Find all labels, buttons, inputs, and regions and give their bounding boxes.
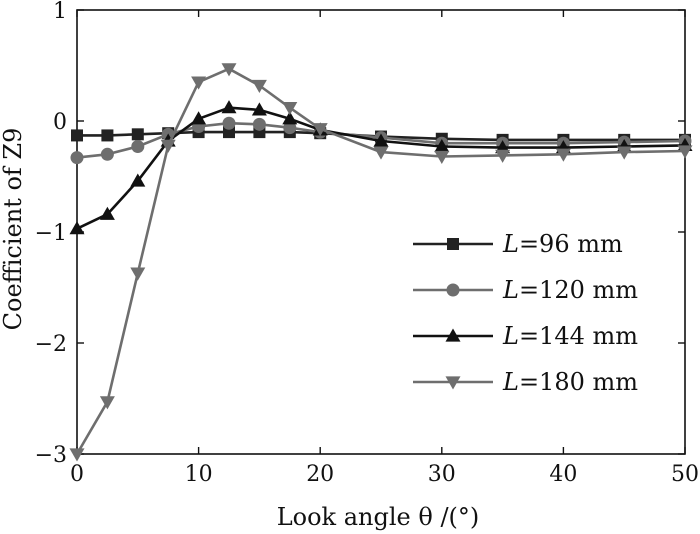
data-point [616, 146, 632, 160]
data-point [221, 100, 237, 114]
legend-marker [446, 283, 460, 297]
data-point [373, 133, 389, 147]
legend-label-rest: =120 mm [519, 276, 638, 304]
x-tick-label: 40 [549, 462, 577, 487]
legend-label: L=120 mm [502, 276, 638, 304]
y-tick-label: 1 [53, 0, 67, 24]
data-point [251, 102, 267, 116]
data-point [70, 151, 84, 165]
data-point [130, 173, 146, 187]
legend-label: L=144 mm [502, 322, 638, 350]
legend-label-italic: L [502, 368, 519, 396]
legend-label-italic: L [502, 230, 519, 258]
series-3 [69, 100, 693, 235]
data-point [130, 267, 146, 281]
data-point [434, 150, 450, 165]
x-tick-label: 50 [671, 462, 699, 487]
legend-label-rest: =180 mm [519, 368, 638, 396]
data-point [282, 102, 298, 116]
legend-label: L=180 mm [502, 368, 638, 396]
data-point [99, 396, 115, 410]
legend-entry: L=120 mm [413, 276, 638, 304]
legend-entry: L=180 mm [413, 368, 638, 396]
legend-label-rest: =96 mm [519, 230, 623, 258]
series-line [75, 67, 686, 455]
data-point [495, 149, 511, 163]
x-tick-label: 0 [70, 462, 84, 487]
data-point [223, 126, 235, 139]
legend-label-rest: =144 mm [519, 322, 638, 350]
data-point [99, 206, 115, 220]
x-tick-label: 10 [185, 462, 213, 487]
legend-label-italic: L [502, 322, 519, 350]
legend-marker [447, 238, 459, 250]
data-point [373, 146, 389, 160]
data-point [221, 63, 237, 77]
data-point [101, 129, 114, 142]
y-tick-label: −2 [35, 332, 67, 357]
data-point [71, 129, 83, 142]
data-point [131, 128, 144, 141]
y-tick-label: −1 [35, 221, 67, 246]
data-point [191, 111, 207, 125]
data-point [69, 221, 85, 235]
data-point [677, 145, 693, 159]
data-point [555, 148, 571, 162]
series-layer [69, 63, 693, 462]
data-point [434, 139, 450, 153]
legend-label-italic: L [502, 276, 519, 304]
data-point [131, 140, 145, 154]
x-tick-label: 30 [428, 462, 456, 487]
data-point [191, 76, 207, 90]
legend-label: L=96 mm [502, 230, 623, 258]
data-point [251, 79, 267, 93]
data-point [100, 147, 114, 161]
legend-entry: L=96 mm [413, 230, 623, 258]
data-point [69, 448, 85, 462]
y-tick-label: −3 [35, 443, 67, 468]
data-point [283, 121, 297, 135]
data-point [282, 111, 298, 125]
legend: L=96 mmL=120 mmL=144 mmL=180 mm [413, 230, 638, 396]
data-point [312, 123, 328, 137]
y-tick-label: 0 [53, 110, 67, 135]
legend-entry: L=144 mm [413, 322, 638, 350]
axes: 0 10 20 30 40 50 −3 −2 −1 0 1 [35, 0, 699, 487]
legend-marker [445, 328, 461, 342]
y-axis-title: Coefficient of Z9 [0, 128, 27, 331]
series-4 [69, 63, 693, 462]
data-point [160, 139, 176, 153]
data-point [252, 117, 266, 131]
x-tick-label: 20 [306, 462, 334, 487]
x-axis-title: Look angle θ /(°) [277, 503, 480, 531]
series-line [76, 106, 686, 230]
data-point [222, 116, 236, 130]
legend-marker [445, 376, 461, 390]
